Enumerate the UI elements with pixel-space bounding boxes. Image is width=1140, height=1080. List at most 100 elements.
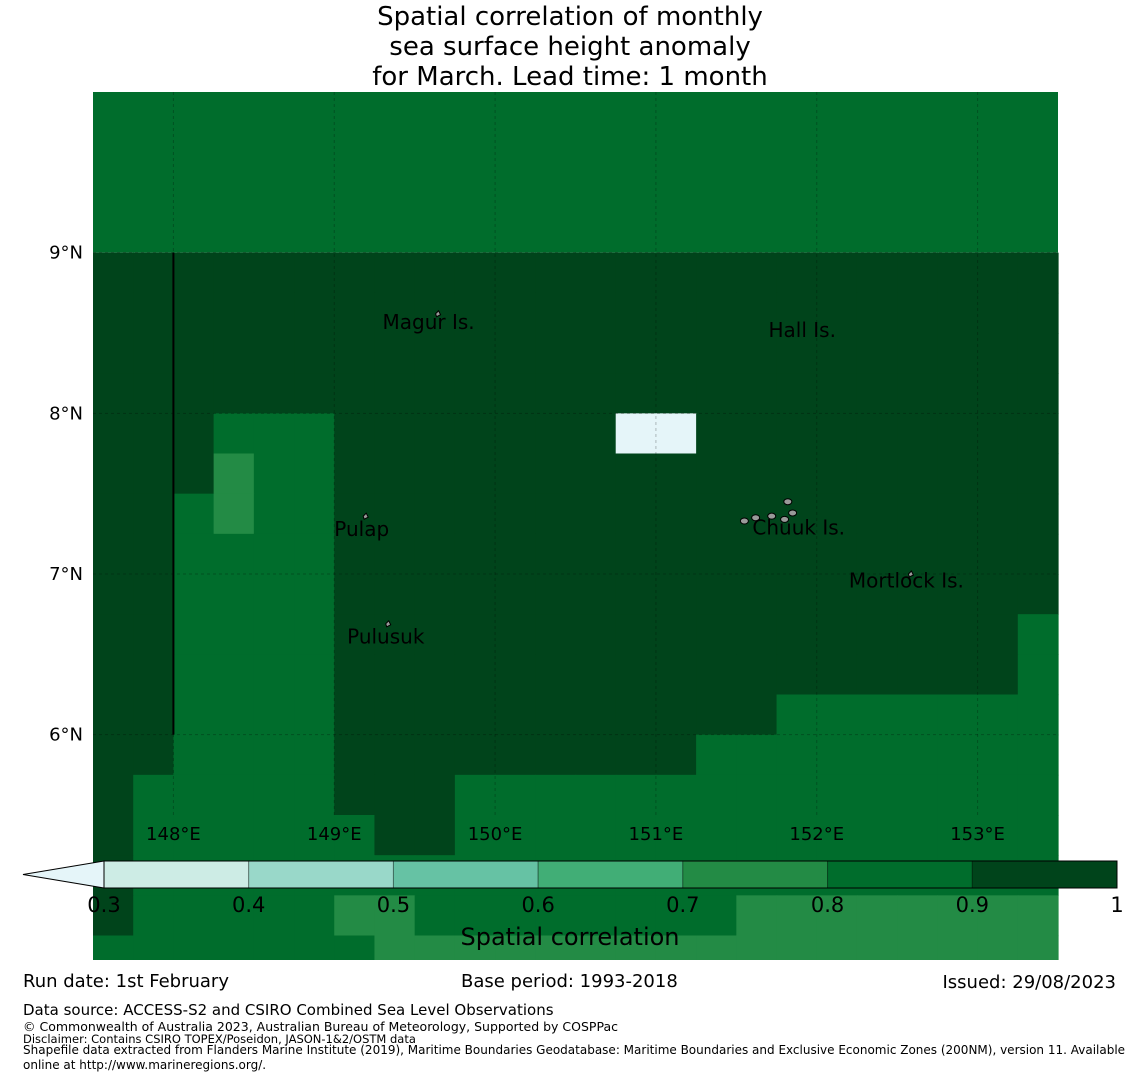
grid-cell: [495, 694, 536, 736]
grid-cell: [93, 493, 134, 535]
grid-cell: [294, 292, 335, 334]
grid-cell: [414, 533, 456, 575]
colorbar: 0.3 0.4 0.5 0.6 0.7 0.8 0.9 1 Spatial correlatio…: [22, 860, 1124, 951]
grid-cell: [334, 734, 376, 776]
place-labels: Magur Is. Hall Is. Pulap Chuuk Is. Mortlock …: [334, 310, 964, 649]
longitude-tick-label: 152°E: [789, 824, 844, 845]
grid-cell: [253, 252, 295, 294]
grid-cell: [977, 252, 1019, 294]
grid-cell: [495, 453, 536, 495]
grid-cell: [1017, 413, 1059, 455]
grid-cell: [937, 252, 979, 294]
grid-cell: [776, 694, 818, 736]
grid-cell: [937, 373, 979, 414]
grid-cell: [213, 292, 255, 334]
grid-cell: [294, 614, 335, 655]
grid-cell: [696, 493, 737, 535]
grid-cell: [977, 694, 1019, 736]
grid-cell: [736, 533, 778, 575]
grid-cell: [334, 774, 376, 816]
grid-cell: [334, 453, 376, 495]
grid-cell: [454, 252, 496, 294]
chuuk-island-outline: [788, 509, 798, 517]
grid-cell: [253, 774, 295, 816]
grid-cell: [133, 734, 175, 776]
grid-cell: [736, 373, 778, 414]
grid-cell: [454, 533, 496, 575]
grid-cell: [615, 734, 657, 776]
grid-cell: [1017, 252, 1059, 294]
grid-cell: [696, 815, 737, 856]
grid-cell: [615, 413, 657, 455]
grid-cell: [334, 654, 376, 696]
grid-cell: [575, 895, 617, 937]
grid-cell: [535, 654, 577, 696]
grid-cell: [454, 694, 496, 736]
grid-cell: [776, 774, 818, 816]
colorbar-extend-triangle: [22, 860, 105, 889]
grid-cell: [816, 333, 858, 374]
grid-cell: [977, 654, 1019, 696]
grid-cell: [374, 373, 416, 414]
grid-cell: [816, 935, 858, 960]
island-outline: [362, 512, 369, 520]
grid-cell: [495, 413, 536, 455]
grid-cell: [454, 373, 496, 414]
grid-cell: [334, 493, 376, 535]
grid-cell: [454, 614, 496, 655]
grid-cell: [615, 453, 657, 495]
grid-cell: [776, 453, 818, 495]
colorbar-bin: [103, 860, 250, 889]
grid-cell: [253, 734, 295, 776]
grid-cell: [655, 815, 697, 856]
grid-cell: [495, 252, 536, 294]
grid-cell: [454, 493, 496, 535]
grid-cell: [535, 252, 577, 294]
colorbar-tick-label: 0.8: [811, 893, 844, 917]
grid-cell: [374, 694, 416, 736]
grid-cell: [615, 574, 657, 615]
grid-cell: [897, 413, 938, 455]
grid-cell: [173, 453, 215, 495]
grid-cell: [736, 734, 778, 776]
grid-cell: [1017, 292, 1059, 334]
grid-cell: [856, 533, 898, 575]
grid-cell: [213, 533, 255, 575]
grid-cell: [736, 292, 778, 334]
title-line-3: for March. Lead time: 1 month: [372, 62, 768, 92]
grid-cell: [736, 895, 778, 937]
grid-cell: [253, 614, 295, 655]
grid-cell: [133, 252, 175, 294]
grid-cell: [173, 292, 215, 334]
grid-cell: [575, 453, 617, 495]
grid-cell: [736, 252, 778, 294]
grid-cell: [897, 935, 938, 960]
grid-cell: [173, 493, 215, 535]
grid-cell: [937, 533, 979, 575]
grid-cell: [615, 533, 657, 575]
grid-cell: [93, 815, 134, 856]
grid-cell: [1017, 935, 1059, 960]
grid-cell: [776, 413, 818, 455]
grid-cell: [495, 654, 536, 696]
grid-cell: [133, 614, 175, 655]
latitude-tick-label: 8°N: [49, 403, 83, 424]
place-label: Pulusuk: [347, 625, 425, 649]
grid-cell: [414, 815, 456, 856]
grid-cell: [897, 373, 938, 414]
grid-cell: [655, 373, 697, 414]
grid-cell: [1017, 533, 1059, 575]
grid-cell: [776, 614, 818, 655]
grid-cell: [253, 533, 295, 575]
grid-cell: [615, 654, 657, 696]
map-title: Spatial correlation of monthly sea surfa…: [0, 2, 1140, 92]
grid-cell: [897, 694, 938, 736]
copyright: © Commonwealth of Australia 2023, Austra…: [23, 1019, 618, 1034]
grid-cell: [454, 453, 496, 495]
grid-cell: [93, 654, 134, 696]
grid-cell: [93, 413, 134, 455]
grid-cell: [776, 533, 818, 575]
grid-cell: [937, 734, 979, 776]
grid-cell: [133, 935, 175, 960]
grid-cell: [414, 734, 456, 776]
